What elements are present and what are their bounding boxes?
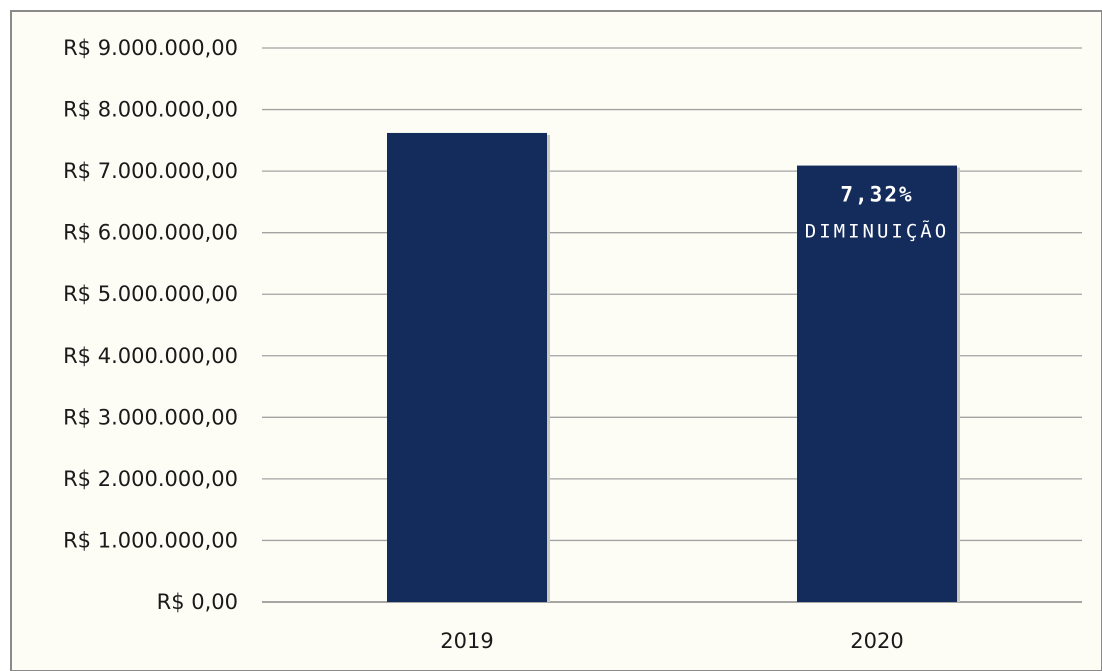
bar-2019 <box>387 132 547 603</box>
y-tick-label: R$ 8.000.000,00 <box>63 98 238 122</box>
y-tick-label: R$ 6.000.000,00 <box>63 221 238 245</box>
y-tick-label: R$ 0,00 <box>157 590 238 614</box>
bars <box>387 132 960 603</box>
y-tick-label: R$ 1.000.000,00 <box>63 528 238 552</box>
y-tick-label: R$ 3.000.000,00 <box>63 405 238 429</box>
y-tick-label: R$ 7.000.000,00 <box>63 159 238 183</box>
x-tick-label: 2020 <box>850 629 903 653</box>
annotation-label: DIMINUIÇÃO <box>805 220 949 243</box>
y-tick-label: R$ 4.000.000,00 <box>63 344 238 368</box>
x-tick-label: 2019 <box>440 629 493 653</box>
y-tick-label: R$ 9.000.000,00 <box>63 36 238 60</box>
y-tick-label: R$ 5.000.000,00 <box>63 282 238 306</box>
x-axis-ticks: 2019 2020 <box>440 629 903 653</box>
bar-annotation: 7,32% DIMINUIÇÃO <box>805 183 949 243</box>
y-tick-label: R$ 2.000.000,00 <box>63 467 238 491</box>
annotation-value: 7,32% <box>840 183 913 207</box>
y-axis-ticks: R$ 0,00 R$ 1.000.000,00 R$ 2.000.000,00 R$ … <box>63 36 238 614</box>
bar-2020 <box>797 165 957 602</box>
